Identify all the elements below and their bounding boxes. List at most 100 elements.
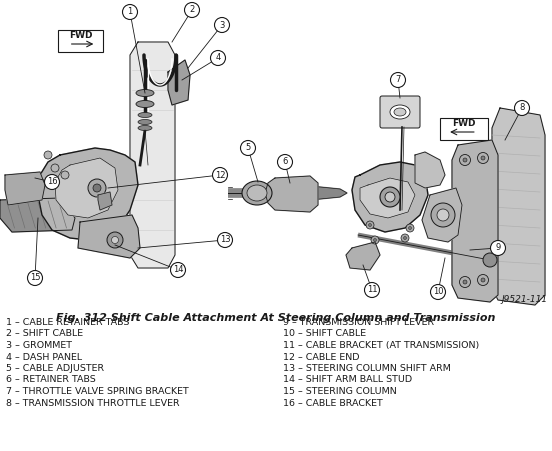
Bar bbox=[58, 30, 103, 52]
Text: FWD: FWD bbox=[69, 32, 92, 41]
Circle shape bbox=[408, 226, 411, 230]
Ellipse shape bbox=[138, 120, 152, 124]
Polygon shape bbox=[5, 172, 45, 205]
Circle shape bbox=[477, 275, 489, 285]
Circle shape bbox=[112, 236, 119, 244]
Text: 15: 15 bbox=[30, 273, 40, 282]
Circle shape bbox=[61, 171, 69, 179]
Polygon shape bbox=[168, 60, 190, 105]
Circle shape bbox=[241, 141, 256, 156]
Text: 5 – CABLE ADJUSTER: 5 – CABLE ADJUSTER bbox=[6, 364, 104, 373]
Circle shape bbox=[93, 184, 101, 192]
Polygon shape bbox=[352, 162, 428, 232]
Polygon shape bbox=[360, 178, 415, 218]
Circle shape bbox=[278, 155, 293, 170]
Circle shape bbox=[481, 278, 485, 282]
Circle shape bbox=[385, 192, 395, 202]
Text: 9 – TRANSMISSION SHIFT LEVER: 9 – TRANSMISSION SHIFT LEVER bbox=[283, 318, 434, 327]
Circle shape bbox=[44, 151, 52, 159]
Circle shape bbox=[437, 209, 449, 221]
Text: 15 – STEERING COLUMN: 15 – STEERING COLUMN bbox=[283, 387, 397, 396]
Circle shape bbox=[477, 152, 489, 164]
Polygon shape bbox=[346, 242, 380, 270]
Text: 3 – GROMMET: 3 – GROMMET bbox=[6, 341, 72, 350]
Text: 1 – CABLE RETAINER TABS: 1 – CABLE RETAINER TABS bbox=[6, 318, 129, 327]
Circle shape bbox=[217, 233, 232, 248]
Text: 5: 5 bbox=[246, 143, 251, 152]
Ellipse shape bbox=[242, 181, 272, 205]
Text: 14: 14 bbox=[173, 266, 183, 275]
Text: 6: 6 bbox=[282, 157, 288, 166]
Polygon shape bbox=[452, 140, 498, 302]
Text: 16 – CABLE BRACKET: 16 – CABLE BRACKET bbox=[283, 399, 383, 408]
Text: FWD: FWD bbox=[452, 120, 476, 129]
Circle shape bbox=[213, 167, 227, 183]
Text: 2: 2 bbox=[189, 5, 195, 14]
Circle shape bbox=[431, 203, 455, 227]
Circle shape bbox=[364, 282, 380, 298]
Ellipse shape bbox=[394, 108, 406, 116]
Ellipse shape bbox=[390, 105, 410, 119]
Polygon shape bbox=[78, 215, 140, 258]
Polygon shape bbox=[98, 192, 112, 210]
Text: 1: 1 bbox=[128, 8, 132, 17]
Circle shape bbox=[28, 271, 43, 285]
Circle shape bbox=[406, 224, 414, 232]
Text: 4 – DASH PANEL: 4 – DASH PANEL bbox=[6, 353, 82, 362]
Circle shape bbox=[123, 5, 137, 19]
Circle shape bbox=[369, 224, 371, 226]
Circle shape bbox=[514, 101, 529, 115]
Circle shape bbox=[88, 179, 106, 197]
Circle shape bbox=[366, 221, 374, 229]
Text: Fig. 312 Shift Cable Attachment At Steering Column and Transmission: Fig. 312 Shift Cable Attachment At Steer… bbox=[56, 313, 496, 323]
Polygon shape bbox=[55, 158, 118, 218]
Polygon shape bbox=[415, 152, 445, 188]
Circle shape bbox=[171, 262, 185, 277]
Circle shape bbox=[481, 156, 485, 160]
Circle shape bbox=[459, 155, 470, 166]
Text: 9: 9 bbox=[495, 244, 501, 253]
Circle shape bbox=[371, 236, 379, 244]
Text: 11 – CABLE BRACKET (AT TRANSMISSION): 11 – CABLE BRACKET (AT TRANSMISSION) bbox=[283, 341, 479, 350]
Text: 4: 4 bbox=[215, 54, 221, 63]
Ellipse shape bbox=[138, 112, 152, 118]
Text: 13: 13 bbox=[220, 235, 230, 244]
Circle shape bbox=[374, 239, 376, 241]
Text: 13 – STEERING COLUMN SHIFT ARM: 13 – STEERING COLUMN SHIFT ARM bbox=[283, 364, 451, 373]
Text: 7: 7 bbox=[395, 75, 401, 84]
Text: 7 – THROTTLE VALVE SPRING BRACKET: 7 – THROTTLE VALVE SPRING BRACKET bbox=[6, 387, 189, 396]
Text: 8 – TRANSMISSION THROTTLE LEVER: 8 – TRANSMISSION THROTTLE LEVER bbox=[6, 399, 179, 408]
Circle shape bbox=[45, 175, 60, 189]
Circle shape bbox=[404, 236, 406, 239]
Text: 8: 8 bbox=[519, 103, 525, 112]
Text: J9521-111: J9521-111 bbox=[502, 295, 548, 304]
Circle shape bbox=[51, 164, 59, 172]
Polygon shape bbox=[422, 188, 462, 242]
Text: 11: 11 bbox=[367, 285, 377, 295]
Polygon shape bbox=[265, 176, 318, 212]
Ellipse shape bbox=[136, 101, 154, 107]
Circle shape bbox=[184, 3, 199, 18]
Circle shape bbox=[210, 51, 226, 65]
Polygon shape bbox=[38, 148, 138, 240]
Text: 14 – SHIFT ARM BALL STUD: 14 – SHIFT ARM BALL STUD bbox=[283, 376, 412, 385]
Circle shape bbox=[491, 240, 506, 256]
Text: 12 – CABLE END: 12 – CABLE END bbox=[283, 353, 359, 362]
Polygon shape bbox=[0, 198, 75, 232]
Circle shape bbox=[463, 280, 467, 284]
Polygon shape bbox=[310, 186, 347, 200]
Circle shape bbox=[483, 253, 497, 267]
Text: 6 – RETAINER TABS: 6 – RETAINER TABS bbox=[6, 376, 95, 385]
Circle shape bbox=[463, 158, 467, 162]
Text: 2 – SHIFT CABLE: 2 – SHIFT CABLE bbox=[6, 330, 83, 339]
Text: 3: 3 bbox=[219, 20, 225, 29]
Text: 10 – SHIFT CABLE: 10 – SHIFT CABLE bbox=[283, 330, 366, 339]
FancyBboxPatch shape bbox=[380, 96, 420, 128]
Bar bbox=[440, 118, 488, 140]
Ellipse shape bbox=[136, 89, 154, 97]
Text: 16: 16 bbox=[47, 178, 57, 187]
Ellipse shape bbox=[138, 125, 152, 130]
Polygon shape bbox=[130, 42, 175, 268]
Circle shape bbox=[215, 18, 230, 32]
Circle shape bbox=[459, 276, 470, 287]
